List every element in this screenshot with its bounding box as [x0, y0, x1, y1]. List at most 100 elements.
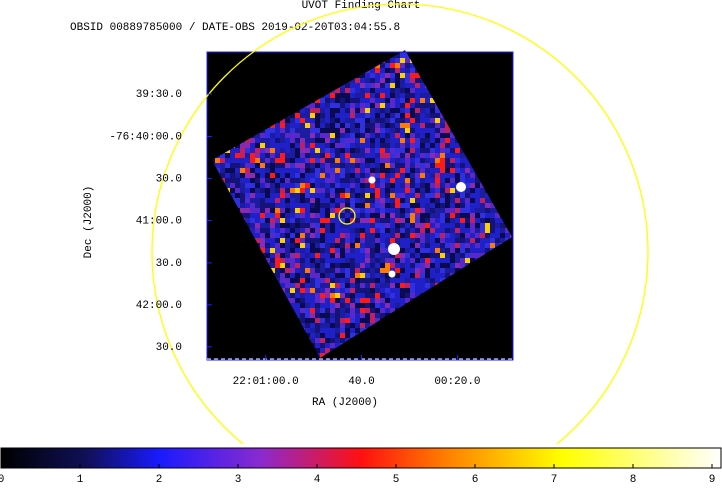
pixel — [330, 233, 335, 238]
pixel — [300, 143, 305, 148]
pixel — [310, 238, 315, 243]
pixel — [335, 233, 340, 238]
x-tick-label: 22:01:00.0 — [233, 376, 299, 388]
pixel — [320, 153, 325, 158]
pixel — [225, 153, 230, 158]
pixel — [345, 163, 350, 168]
pixel — [295, 218, 300, 223]
pixel — [285, 133, 290, 138]
pixel — [380, 208, 385, 213]
pixel — [240, 168, 245, 173]
pixel — [360, 223, 365, 228]
pixel — [280, 163, 285, 168]
pixel — [345, 193, 350, 198]
pixel — [320, 293, 325, 298]
pixel — [360, 328, 365, 333]
pixel — [315, 348, 320, 353]
pixel — [295, 163, 300, 168]
pixel — [360, 133, 365, 138]
pixel — [285, 233, 290, 238]
pixel — [320, 108, 325, 113]
pixel — [420, 208, 425, 213]
pixel — [400, 63, 405, 68]
pixel — [330, 113, 335, 118]
pixel — [325, 303, 330, 308]
pixel — [390, 278, 395, 283]
pixel — [425, 208, 430, 213]
pixel — [335, 213, 340, 218]
pixel — [435, 243, 440, 248]
pixel — [420, 118, 425, 123]
pixel — [450, 248, 455, 253]
pixel — [280, 143, 285, 148]
pixel — [390, 218, 395, 223]
y-tick-label: 39:30.0 — [136, 89, 182, 101]
pixel — [400, 213, 405, 218]
pixel — [385, 238, 390, 243]
pixel — [360, 83, 365, 88]
pixel — [280, 223, 285, 228]
pixel — [405, 158, 410, 163]
pixel — [470, 203, 475, 208]
pixel — [375, 98, 380, 103]
pixel — [225, 168, 230, 173]
pixel — [320, 248, 325, 253]
pixel — [320, 113, 325, 118]
pixel — [325, 278, 330, 283]
pixel — [305, 268, 310, 273]
pixel — [360, 123, 365, 128]
pixel — [440, 138, 445, 143]
pixel — [440, 253, 445, 258]
pixel — [415, 273, 420, 278]
pixel — [430, 143, 435, 148]
pixel — [395, 138, 400, 143]
pixel — [380, 133, 385, 138]
pixel — [360, 193, 365, 198]
pixel — [300, 183, 305, 188]
pixel — [380, 308, 385, 313]
pixel — [320, 208, 325, 213]
pixel — [265, 248, 270, 253]
pixel — [400, 303, 405, 308]
pixel — [290, 128, 295, 133]
pixel — [420, 288, 425, 293]
pixel — [450, 228, 455, 233]
pixel — [220, 158, 225, 163]
pixel — [375, 218, 380, 223]
pixel — [410, 203, 415, 208]
pixel — [385, 183, 390, 188]
pixel — [235, 183, 240, 188]
pixel — [380, 98, 385, 103]
pixel — [395, 193, 400, 198]
pixel — [455, 243, 460, 248]
pixel — [425, 248, 430, 253]
y-tick-label: -76:40:00.0 — [109, 131, 182, 143]
y-tick-label: 30.0 — [156, 258, 182, 270]
pixel — [385, 303, 390, 308]
pixel — [320, 278, 325, 283]
pixel — [390, 253, 395, 258]
pixel — [410, 218, 415, 223]
pixel — [390, 108, 395, 113]
pixel — [460, 218, 465, 223]
pixel — [335, 168, 340, 173]
pixel — [345, 173, 350, 178]
pixel — [315, 323, 320, 328]
pixel — [330, 263, 335, 268]
pixel — [450, 133, 455, 138]
pixel — [265, 238, 270, 243]
pixel — [375, 293, 380, 298]
pixel — [400, 288, 405, 293]
pixel — [375, 208, 380, 213]
pixel — [405, 63, 410, 68]
pixel — [290, 123, 295, 128]
pixel — [355, 123, 360, 128]
pixel — [445, 178, 450, 183]
pixel — [410, 118, 415, 123]
pixel — [470, 213, 475, 218]
pixel — [300, 253, 305, 258]
pixel — [430, 203, 435, 208]
pixel — [330, 283, 335, 288]
pixel — [320, 223, 325, 228]
pixel — [380, 288, 385, 293]
